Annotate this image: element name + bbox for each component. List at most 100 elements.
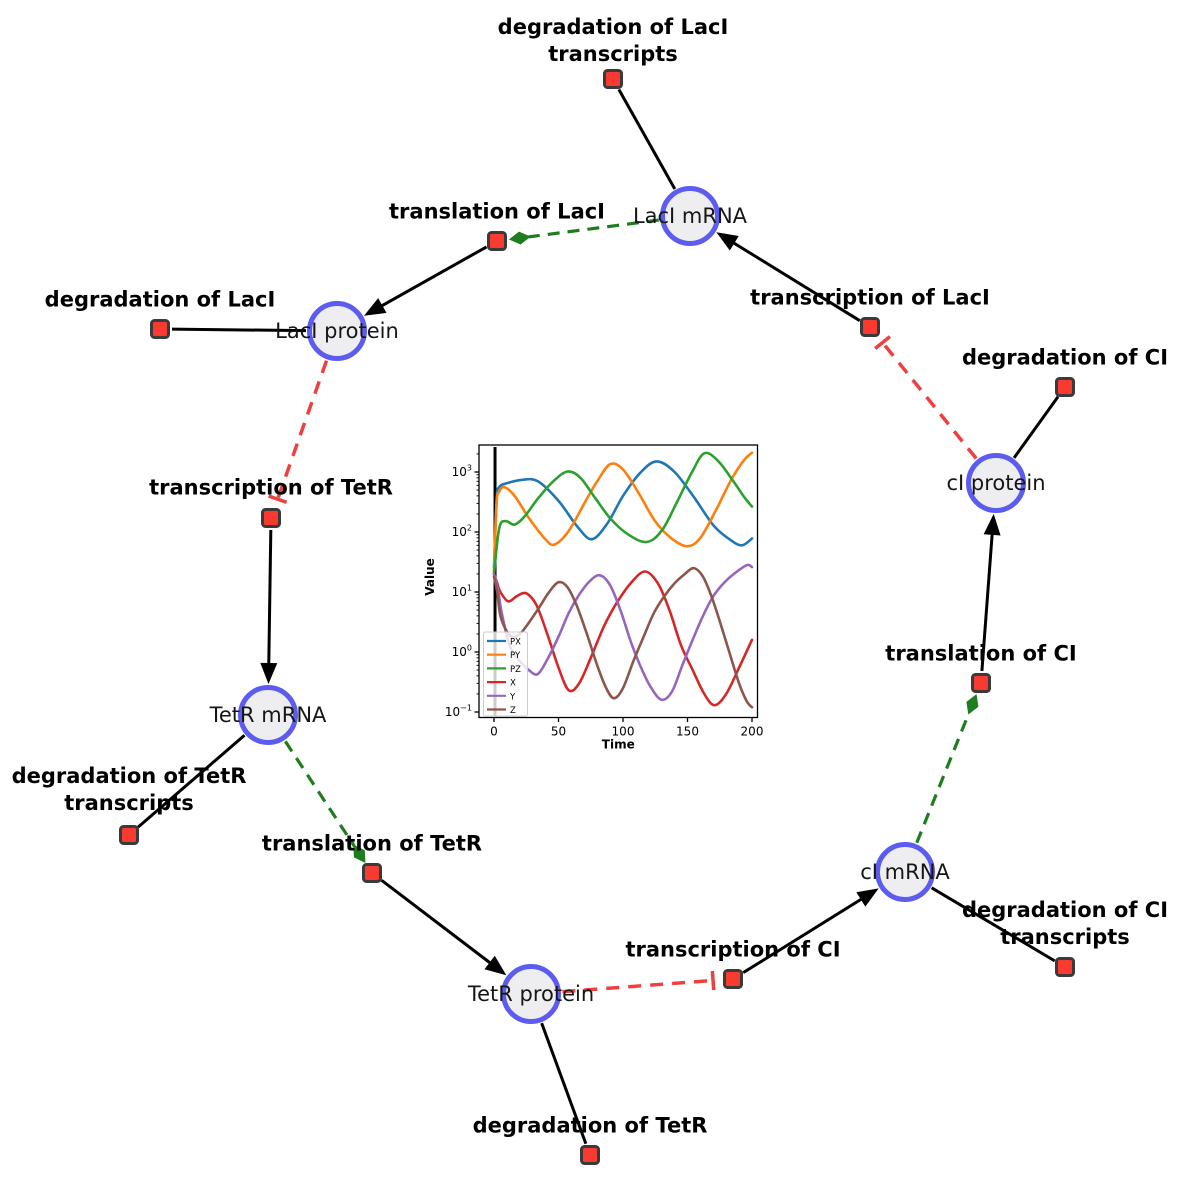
species-label-laci_mrna: LacI mRNA: [632, 204, 748, 228]
reaction-label-transcription_tetr: transcription of TetR: [149, 475, 393, 502]
edge-production-translation_laci-laci_protein: [375, 245, 488, 311]
x-tick-label: 200: [741, 725, 764, 739]
series-Z-line: [492, 566, 754, 709]
x-tick-label: 0: [490, 725, 498, 739]
edge-production-transcription_laci-laci_mrna: [727, 238, 861, 322]
reaction-node-deg_tetr: [580, 1145, 600, 1165]
reaction-label-deg_tetr: degradation of TetR: [473, 1113, 708, 1140]
reaction-label-line: translation of TetR: [261, 831, 483, 856]
reaction-label-line: translation of CI: [885, 641, 1077, 666]
legend-label-PX: PX: [510, 638, 521, 648]
reaction-node-translation_laci: [487, 231, 507, 251]
reaction-label-line: transcription of LacI: [750, 285, 990, 310]
edge-inhibition-laci_protein-transcription_tetr-tbar: [268, 494, 288, 504]
reaction-label-transcription_laci: transcription of LacI: [750, 285, 990, 312]
reaction-label-deg_ci: degradation of CI: [962, 345, 1168, 372]
reaction-node-deg_laci: [150, 319, 170, 339]
edge-inhibition-tetr_protein-transcription_ci: [562, 978, 714, 994]
reaction-label-translation_laci: translation of LacI: [389, 199, 605, 226]
y-tick-label: 100: [452, 644, 472, 660]
inset-chart: 0 50 100 150 20010−1100101102103TimeValuePXP…: [423, 444, 764, 752]
edge-modifier-laci_mrna-translation_laci-arrowhead: [508, 231, 531, 245]
reaction-label-translation_ci: translation of CI: [885, 641, 1076, 668]
x-axis-title: Time: [602, 738, 635, 752]
series-PZ-line: [492, 451, 754, 576]
edge-modifier-ci_mrna-translation_ci: [915, 712, 971, 844]
reaction-node-transcription_laci: [860, 317, 880, 337]
edge-inhibition-tetr_protein-transcription_ci-tbar: [710, 970, 716, 991]
series-Y-line: [492, 563, 754, 702]
reaction-node-transcription_tetr: [261, 508, 281, 528]
reaction-label-line: translation of LacI: [389, 199, 605, 224]
edge-consumption-ci_protein-deg_ci: [1012, 395, 1060, 459]
edge-production-transcription_tetr-tetr_mrna: [267, 529, 273, 671]
reaction-label-line: transcripts: [64, 791, 194, 815]
series-PY-line: [492, 451, 754, 573]
reaction-label-line: degradation of CI: [961, 898, 1169, 922]
reaction-node-deg_laci_tx: [603, 69, 623, 89]
legend-label-PY: PY: [510, 651, 521, 661]
reaction-label-line: transcripts: [548, 42, 678, 66]
x-tick-label: 50: [551, 725, 566, 739]
edge-inhibition-ci_protein-transcription_laci-tbar: [874, 335, 892, 350]
edge-production-translation_ci-ci_protein-arrowhead: [983, 513, 1001, 536]
x-tick-label: 100: [612, 725, 635, 739]
reaction-label-line: transcription of CI: [625, 937, 841, 962]
species-label-laci_protein: LacI protein: [275, 319, 399, 343]
reaction-label-line: degradation of TetR: [472, 1113, 708, 1138]
chart-legend: PX PY PZ XYZ: [483, 631, 528, 717]
reaction-node-transcription_ci: [723, 969, 743, 989]
reaction-label-line: degradation of CI: [961, 345, 1169, 370]
y-tick-label: 10−1: [445, 704, 472, 720]
y-tick-label: 103: [452, 464, 472, 480]
reaction-label-line: degradation of LacI: [44, 287, 276, 312]
reaction-label-line: transcription of TetR: [149, 475, 393, 500]
edge-production-transcription_ci-ci_mrna: [742, 894, 868, 974]
species-label-ci_mrna: cI mRNA: [860, 860, 950, 884]
species-node-tetr_protein: [501, 964, 561, 1024]
edge-production-translation_tetr-tetr_protein: [380, 879, 497, 968]
series-PX-line: [492, 460, 754, 570]
reaction-label-line: degradation of LacI: [497, 15, 729, 39]
y-axis-title: Value: [423, 558, 437, 596]
reaction-label-deg_ci_tx: degradation of CI transcripts: [962, 897, 1168, 951]
reaction-node-translation_ci: [971, 673, 991, 693]
edge-consumption-ci_mrna-deg_ci_tx: [930, 886, 1056, 963]
edge-production-translation_tetr-tetr_protein-arrowhead: [484, 955, 507, 976]
reaction-label-line: transcripts: [1000, 925, 1130, 949]
edge-production-transcription_ci-ci_mrna-arrowhead: [856, 888, 879, 907]
x-tick-label: 150: [676, 725, 699, 739]
series-X-line: [492, 570, 754, 707]
edge-modifier-ci_mrna-translation_ci-arrowhead: [966, 694, 979, 715]
edge-production-translation_laci-laci_protein-arrowhead: [364, 298, 387, 316]
species-label-ci_protein: cI protein: [946, 471, 1046, 495]
edge-production-transcription_tetr-tetr_mrna-arrowhead: [260, 662, 278, 685]
reaction-node-deg_tetr_tx: [119, 825, 139, 845]
edge-consumption-tetr_mrna-deg_tetr_tx: [137, 734, 246, 829]
species-node-tetr_mrna: [238, 685, 298, 745]
species-node-ci_protein: [966, 453, 1026, 513]
edge-modifier-laci_mrna-translation_laci: [528, 218, 659, 239]
reaction-node-translation_tetr: [362, 863, 382, 883]
legend-label-PZ: PZ: [510, 665, 521, 675]
reaction-node-deg_ci_tx: [1055, 957, 1075, 977]
reaction-label-deg_laci_tx: degradation of LacI transcripts: [498, 14, 729, 68]
edges: [137, 88, 1060, 1145]
y-tick-label: 101: [452, 584, 472, 600]
edge-consumption-laci_mrna-deg_laci_tx: [617, 88, 677, 190]
edge-consumption-tetr_protein-deg_tetr: [540, 1022, 588, 1145]
edge-modifier-tetr_mrna-translation_tetr: [283, 740, 356, 848]
edge-inhibition-laci_protein-transcription_tetr: [276, 360, 329, 500]
edge-production-transcription_laci-laci_mrna-arrowhead: [716, 232, 739, 251]
reaction-label-transcription_ci: transcription of CI: [625, 937, 840, 964]
legend-label-Z: Z: [510, 706, 516, 716]
reaction-label-deg_laci: degradation of LacI: [45, 287, 276, 314]
species-node-ci_mrna: [875, 842, 935, 902]
edge-inhibition-ci_protein-transcription_laci: [881, 341, 978, 460]
legend-label-X: X: [510, 679, 516, 689]
reaction-label-deg_tetr_tx: degradation of TetR transcripts: [12, 763, 247, 817]
reaction-label-line: degradation of TetR: [11, 764, 247, 788]
species-node-laci_protein: [307, 301, 367, 361]
edge-consumption-laci_protein-deg_laci: [171, 327, 307, 333]
